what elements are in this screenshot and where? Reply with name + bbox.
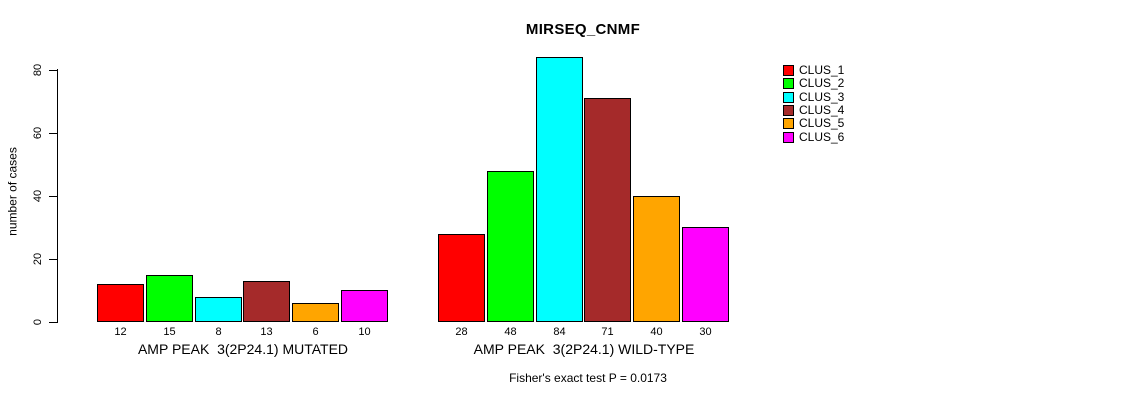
- bar-value-label: 12: [114, 326, 127, 338]
- y-tick-mark: [49, 322, 57, 323]
- group-axis-label: AMP PEAK 3(2P24.1) WILD-TYPE: [473, 341, 695, 357]
- y-tick-label: 60: [32, 126, 44, 140]
- bar-value-label: 8: [215, 326, 222, 338]
- y-tick-mark: [49, 259, 57, 260]
- y-tick-mark: [49, 196, 57, 197]
- bar-clus_5: [292, 303, 339, 322]
- legend-label: CLUS_6: [799, 130, 845, 144]
- bar-value-label: 15: [163, 326, 176, 338]
- y-tick-label: 20: [32, 252, 44, 266]
- bar-clus_3: [536, 57, 583, 322]
- bar-value-label: 84: [553, 326, 566, 338]
- bar-clus_4: [243, 281, 290, 322]
- legend-swatch-clus_1: [783, 65, 794, 76]
- bar-clus_3: [195, 297, 242, 322]
- fisher-test-note: Fisher's exact test P = 0.0173: [509, 371, 667, 385]
- bar-clus_6: [341, 290, 388, 322]
- bar-value-label: 48: [504, 326, 517, 338]
- legend-swatch-clus_4: [783, 105, 794, 116]
- bar-value-label: 13: [260, 326, 273, 338]
- y-tick-mark: [49, 70, 57, 71]
- bar-value-label: 30: [699, 326, 712, 338]
- bar-value-label: 28: [455, 326, 468, 338]
- y-tick-label: 40: [32, 189, 44, 203]
- legend-label: CLUS_1: [799, 63, 845, 77]
- bar-clus_4: [584, 98, 631, 322]
- chart-title: MIRSEQ_CNMF: [525, 21, 641, 38]
- legend-label: CLUS_2: [799, 76, 845, 90]
- y-axis-label: number of cases: [5, 147, 20, 236]
- legend-swatch-clus_3: [783, 92, 794, 103]
- group-axis-label: AMP PEAK 3(2P24.1) MUTATED: [137, 341, 349, 357]
- y-tick-label: 0: [32, 318, 44, 326]
- legend-swatch-clus_5: [783, 118, 794, 129]
- bar-clus_6: [682, 227, 729, 322]
- legend-swatch-clus_2: [783, 78, 794, 89]
- bar-clus_5: [633, 196, 680, 322]
- y-tick-mark: [49, 133, 57, 134]
- bar-clus_1: [438, 234, 485, 322]
- bar-clus_1: [97, 284, 144, 322]
- bar-clus_2: [487, 171, 534, 322]
- bar-value-label: 10: [358, 326, 371, 338]
- legend-swatch-clus_6: [783, 132, 794, 143]
- bar-clus_2: [146, 275, 193, 322]
- legend-label: CLUS_5: [799, 116, 845, 130]
- legend-label: CLUS_4: [799, 103, 845, 117]
- bar-value-label: 71: [601, 326, 614, 338]
- bar-value-label: 40: [650, 326, 663, 338]
- y-axis-line: [57, 69, 58, 323]
- legend-label: CLUS_3: [799, 90, 845, 104]
- bar-value-label: 6: [312, 326, 319, 338]
- y-tick-label: 80: [32, 63, 44, 77]
